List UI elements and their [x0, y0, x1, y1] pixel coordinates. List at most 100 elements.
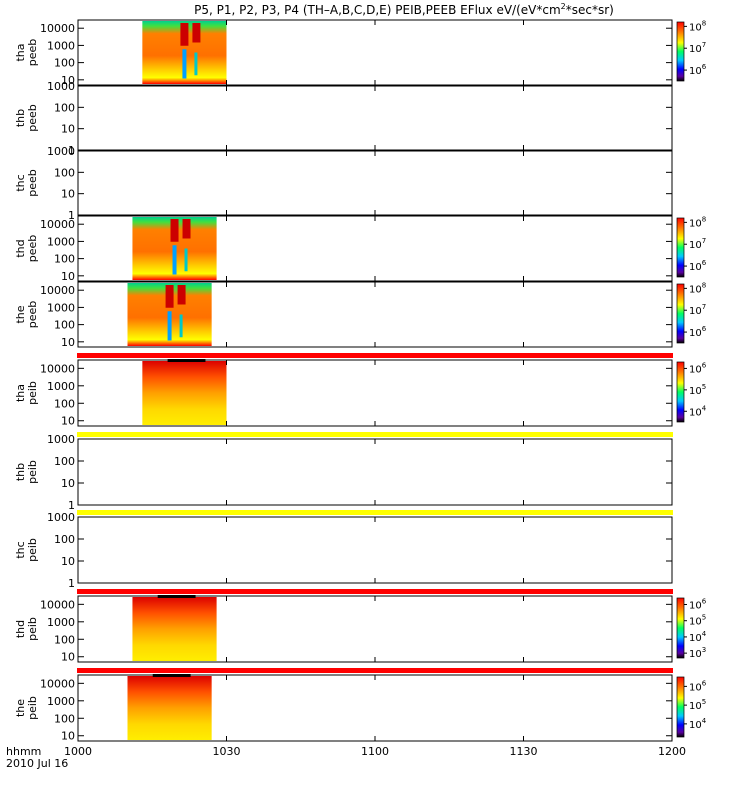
- colorbar-tick-base: 10: [689, 262, 702, 273]
- y-tick-label: 1000: [47, 511, 75, 524]
- y-tick-label: 10: [61, 415, 75, 428]
- spectrogram-streak: [177, 285, 186, 305]
- y-tick-label: 10: [61, 651, 75, 664]
- spectrogram-streak: [192, 23, 201, 43]
- y-tick-label: 10: [61, 188, 75, 201]
- colorbar: [676, 361, 685, 423]
- spectrogram-streak: [180, 23, 189, 46]
- colorbar-tick-label: 104: [689, 404, 707, 418]
- panel-frame: [77, 85, 673, 151]
- y-tick-label: 100: [54, 533, 75, 546]
- y-tick-label: 1: [68, 144, 75, 157]
- chart-title: P5, P1, P2, P3, P4 (TH–A,B,C,D,E) PEIB,P…: [194, 2, 614, 17]
- y-axis-label-probe: the: [14, 699, 27, 717]
- colorbar-tick-base: 10: [689, 22, 702, 33]
- y-axis-label: thcpeeb: [14, 169, 39, 197]
- colorbar-tick-exponent: 5: [702, 614, 706, 622]
- x-axis: hhmm 2010 Jul 16 1000 1030 1100 1130 1200: [6, 745, 686, 770]
- y-axis-label-product: peib: [26, 696, 39, 720]
- colorbar-tick-exponent: 6: [702, 597, 707, 605]
- y-tick-label: 10: [61, 555, 75, 568]
- spectrogram-streak: [170, 219, 179, 242]
- flag-bar: [77, 668, 673, 673]
- colorbar-tick-exponent: 4: [702, 630, 707, 638]
- colorbar-tick-base: 10: [689, 44, 702, 55]
- colorbar-tick-label: 107: [689, 41, 706, 55]
- colorbar-tick-base: 10: [689, 284, 702, 295]
- y-tick-label: 1000: [47, 380, 75, 393]
- spectrogram-streak: [167, 311, 172, 341]
- y-tick-label: 10000: [40, 598, 75, 611]
- y-tick-label: 10: [61, 74, 75, 87]
- colorbar-tick-exponent: 8: [702, 215, 706, 223]
- spectrogram-streak: [182, 49, 187, 79]
- spectrogram-block: [142, 361, 227, 425]
- y-axis-label: thepeib: [14, 696, 39, 720]
- colorbar-tick-label: 104: [689, 630, 707, 644]
- panel-thc-peib: 1000 100 10 1 thcpeib: [14, 510, 673, 590]
- colorbar-tick-exponent: 7: [702, 303, 706, 311]
- colorbar-tick-exponent: 6: [702, 63, 707, 71]
- colorbar-tick-label: 108: [689, 215, 706, 229]
- y-tick-label: 1000: [47, 145, 75, 158]
- y-axis-label: thepeeb: [14, 301, 39, 329]
- colorbar-tick-label: 107: [689, 237, 706, 251]
- spectrogram-streak: [172, 245, 177, 275]
- colorbar: [676, 283, 685, 344]
- colorbar-tick-base: 10: [689, 600, 702, 611]
- colorbar-tick-label: 103: [689, 646, 706, 660]
- y-tick-label: 1000: [47, 39, 75, 52]
- y-axis-label-product: peeb: [26, 39, 39, 67]
- y-tick-label: 10000: [40, 218, 75, 231]
- colorbar-tick-base: 10: [689, 407, 702, 418]
- y-tick-label: 1000: [47, 695, 75, 708]
- y-axis-label-product: peeb: [26, 169, 39, 197]
- colorbar-tick-label: 105: [689, 614, 706, 628]
- flag-bar: [77, 510, 673, 515]
- colorbar-tick-exponent: 6: [702, 361, 707, 369]
- colorbar-tick-base: 10: [689, 306, 702, 317]
- y-tick-label: 100: [54, 712, 75, 725]
- colorbar-tick-label: 107: [689, 303, 706, 317]
- panel-frame: [77, 150, 673, 216]
- y-tick-label: 1000: [47, 235, 75, 248]
- y-axis-label-probe: thd: [14, 620, 27, 638]
- y-axis-label: thbpeib: [14, 460, 39, 484]
- y-tick-label: 1: [68, 209, 75, 222]
- colorbar: [676, 676, 685, 738]
- colorbar-tick-exponent: 7: [702, 237, 706, 245]
- x-tick-label: 1000: [64, 745, 92, 758]
- colorbar-tick-label: 108: [689, 281, 706, 295]
- y-axis-label-product: peib: [26, 617, 39, 641]
- spectrogram-streak: [184, 248, 188, 272]
- x-axis-label-date: 2010 Jul 16: [6, 757, 68, 770]
- colorbar-tick-exponent: 3: [702, 646, 706, 654]
- colorbar-tick-exponent: 4: [702, 717, 707, 725]
- colorbar-tick-base: 10: [689, 364, 702, 375]
- colorbar-tick-exponent: 8: [702, 281, 706, 289]
- x-tick-label: 1100: [361, 745, 389, 758]
- flag-bar: [77, 589, 673, 594]
- y-axis-label-product: peeb: [26, 301, 39, 329]
- y-axis-label-product: peib: [26, 381, 39, 405]
- panel-frame: [77, 516, 673, 584]
- spectrogram-streak: [165, 285, 174, 308]
- y-tick-label: 1000: [47, 616, 75, 629]
- y-axis-label-probe: thc: [14, 541, 27, 558]
- x-tick-label: 1030: [213, 745, 241, 758]
- colorbar-tick-label: 105: [689, 383, 706, 397]
- y-tick-label: 100: [54, 166, 75, 179]
- colorbar-tick-exponent: 6: [702, 679, 707, 687]
- y-tick-label: 100: [54, 319, 75, 332]
- spectrogram-streak: [194, 52, 198, 76]
- colorbar-tick-exponent: 8: [702, 19, 706, 27]
- spectrogram-streak: [179, 314, 183, 338]
- y-axis-label-product: peib: [26, 538, 39, 562]
- colorbar-tick-base: 10: [689, 682, 702, 693]
